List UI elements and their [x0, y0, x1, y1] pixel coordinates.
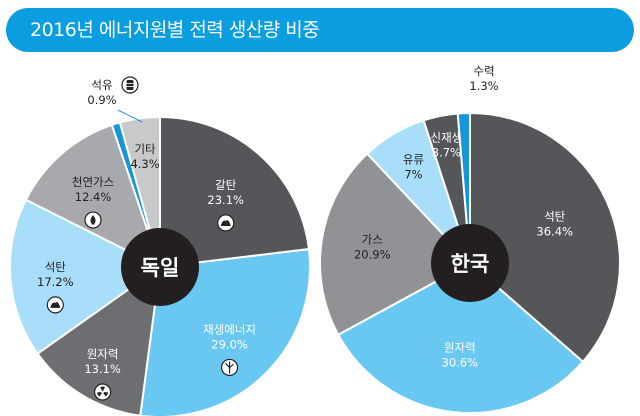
- coal-pile-icon-shape: [220, 220, 231, 226]
- slice-label: 재생에너지: [203, 322, 256, 336]
- radiation-icon-blade: [97, 392, 103, 397]
- slice-value-label: 4.3%: [130, 157, 159, 171]
- slice-value-label: 23.1%: [207, 193, 244, 207]
- slice-label: 갈탄: [215, 178, 237, 192]
- slice-label: 원자력: [87, 347, 119, 361]
- wind-turbine-icon-shape: [225, 361, 234, 374]
- slice-label: 기타: [134, 142, 156, 156]
- pie-slice-korea: [336, 261, 585, 414]
- slice-label: 신재생: [431, 130, 463, 144]
- coal-pile-icon-shape: [50, 302, 61, 308]
- slice-value-label: 36.4%: [536, 225, 573, 239]
- slice-label: 가스: [362, 232, 383, 246]
- slice-label: 석유: [91, 78, 112, 92]
- slice-value-label: 0.9%: [87, 93, 116, 107]
- radiation-icon-blade: [102, 392, 109, 397]
- pie-slice-germany: [9, 198, 162, 356]
- center-hole: [121, 228, 199, 306]
- center-label: 한국: [451, 252, 490, 276]
- oil-barrel-icon-shape: [126, 80, 134, 90]
- slice-label: 수력: [473, 64, 494, 78]
- slice-label: 유류: [403, 152, 424, 166]
- slice-value-label: 3.7%: [432, 145, 461, 159]
- pie-slice-germany: [36, 264, 162, 416]
- pie-slice-korea: [319, 152, 472, 337]
- slice-value-label: 1.3%: [469, 79, 498, 93]
- slice-label: 원자력: [444, 340, 476, 354]
- slice-value-label: 30.6%: [442, 355, 479, 369]
- leader-line: [117, 109, 143, 123]
- slice-value-label: 7%: [404, 167, 422, 181]
- slice-value-label: 29.0%: [211, 337, 248, 351]
- slice-label: 석탄: [45, 260, 67, 274]
- title-banner: 2016년 에너지원별 전력 생산량 비중: [6, 8, 634, 52]
- page-title: 2016년 에너지원별 전력 생산량 비중: [30, 19, 320, 41]
- slice-value-label: 17.2%: [37, 275, 74, 289]
- radiation-icon-blade: [100, 386, 105, 393]
- slice-value-label: 12.4%: [75, 190, 112, 204]
- slice-label: 천연가스: [72, 175, 114, 189]
- slice-label: 석탄: [544, 210, 566, 224]
- radiation-icon-core: [101, 390, 104, 394]
- slice-value-label: 13.1%: [84, 362, 121, 376]
- center-hole: [431, 224, 509, 302]
- center-label: 독일: [141, 256, 180, 280]
- pie-slice-germany: [24, 123, 162, 269]
- slice-value-label: 20.9%: [354, 247, 391, 261]
- gas-drop-icon-shape: [90, 215, 96, 226]
- pie-slice-germany: [159, 115, 311, 269]
- pie-slice-korea: [469, 111, 621, 364]
